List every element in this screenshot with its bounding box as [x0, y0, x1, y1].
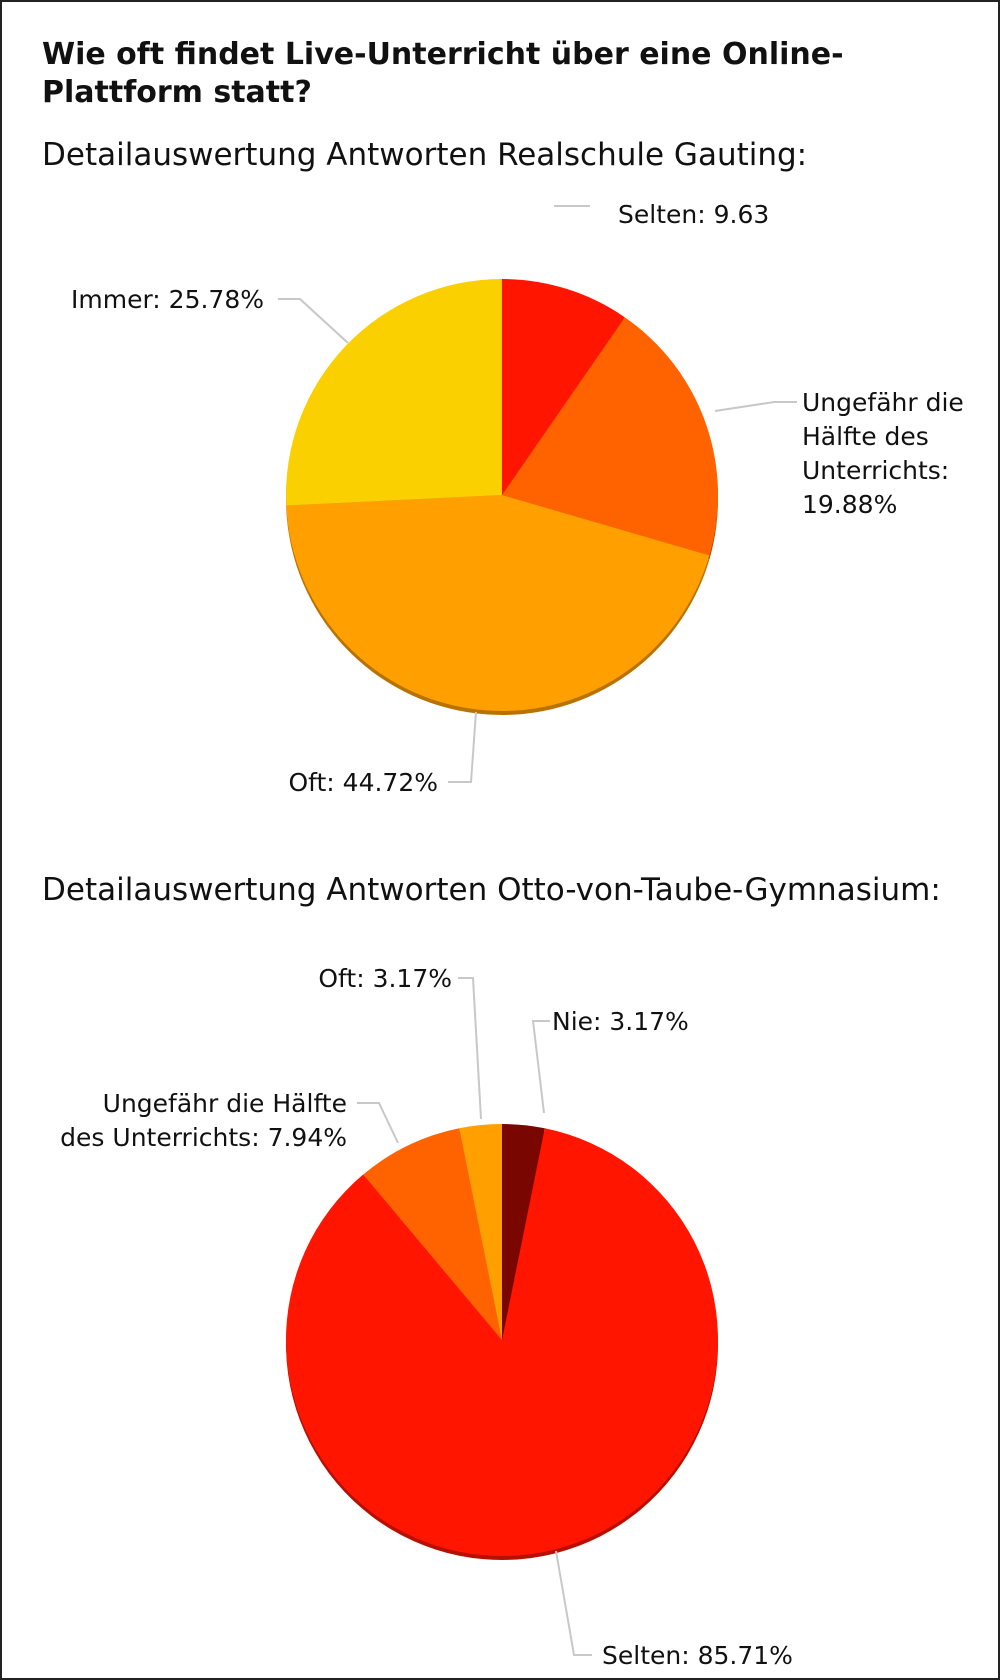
chart-main-title: Wie oft findet Live-Unterricht über eine… — [42, 37, 844, 110]
pie-slice-oft — [459, 1124, 502, 1340]
label-leader-line — [278, 298, 349, 344]
data-label: Ungefähr die Hälfte des Unterrichts: 19.88% — [802, 388, 964, 519]
data-label: Oft: 3.17% — [318, 964, 452, 993]
pie-2-title: Detailauswertung Antworten Otto-von-Taub… — [42, 872, 941, 908]
data-label-line: Selten: 9.63 — [618, 200, 769, 229]
pie-chart-realschule-gauting: Selten: 9.63 Ungefähr die Hälfte des Unterr… — [71, 200, 964, 797]
data-label: Selten: 85.71% — [602, 1641, 793, 1667]
pie-1-title: Detailauswertung Antworten Realschule Ga… — [42, 137, 808, 173]
data-label: Immer: 25.78% — [71, 285, 264, 314]
label-leader-line — [555, 1550, 592, 1656]
label-leader-line — [458, 977, 482, 1120]
data-label-line: 19.88% — [802, 490, 897, 519]
pie-slice-ungefähr-die-hälfte-des-unterrichts — [363, 1128, 502, 1340]
label-leader-line — [448, 711, 477, 783]
data-label: Ungefähr die Hälfte des Unterrichts: 7.94… — [60, 1089, 347, 1152]
data-label: Selten: 9.63 — [618, 200, 769, 229]
label-leader-line — [531, 1020, 550, 1114]
pie-slice-selten — [502, 279, 625, 495]
pie-slice-oft — [286, 495, 710, 712]
data-label: Nie: 3.17% — [552, 1007, 689, 1036]
data-label-line: Unterrichts: — [802, 456, 949, 485]
data-label-line: Ungefähr die — [802, 388, 964, 417]
data-label-line: Hälfte des — [802, 422, 929, 451]
data-label-line: Immer: 25.78% — [71, 285, 264, 314]
data-label-line: Ungefähr die Hälfte — [103, 1089, 347, 1118]
data-label-line: Selten: 85.71% — [602, 1641, 793, 1667]
pie-slice-immer — [285, 279, 502, 506]
data-label-line: Oft: 44.72% — [288, 768, 438, 797]
pie-slice-nie — [502, 1124, 545, 1340]
data-label: Oft: 44.72% — [288, 768, 438, 797]
pie-chart-otto-von-taube-gymnasium: Nie: 3.17% Selten: 85.71% Ungefähr die Häl… — [60, 964, 793, 1667]
label-leader-line — [357, 1102, 399, 1144]
data-label-line: Nie: 3.17% — [552, 1007, 689, 1036]
data-label-line: des Unterrichts: 7.94% — [60, 1123, 347, 1152]
pie-slice-selten — [286, 1128, 718, 1556]
data-label-line: Oft: 3.17% — [318, 964, 452, 993]
label-leader-line — [714, 401, 797, 412]
pie-slice-ungefähr-die-hälfte-des-unterrichts — [502, 317, 718, 556]
